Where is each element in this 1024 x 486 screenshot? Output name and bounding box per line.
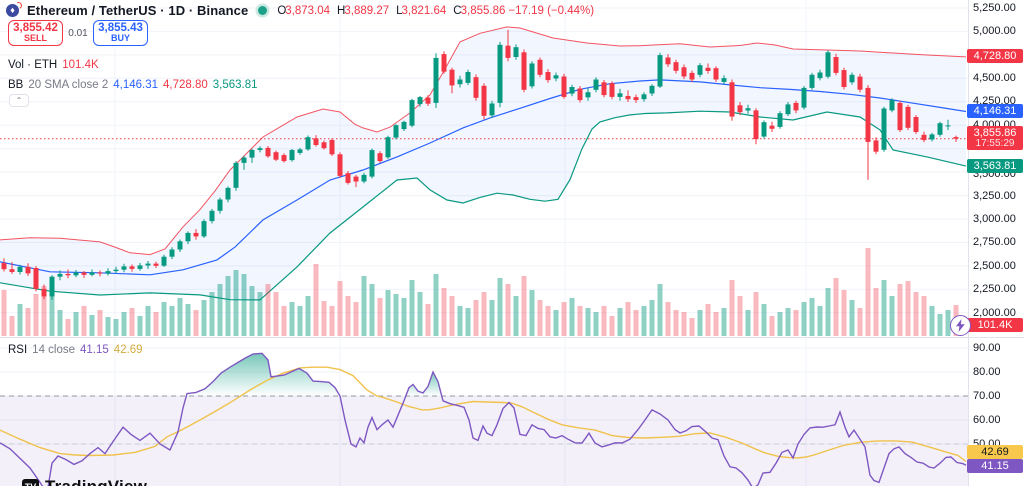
- close-label: C: [453, 4, 462, 17]
- buy-button[interactable]: 3,855.43 BUY: [93, 20, 148, 46]
- sell-button[interactable]: 3,855.42 SELL: [8, 20, 63, 46]
- open-value: 3,873.04: [285, 4, 331, 17]
- tradingview-wordmark: TradingView: [45, 477, 147, 486]
- volume-badge: 101.4K: [967, 317, 1023, 332]
- volume-value: 101.4K: [62, 59, 99, 71]
- bb-lower-value: 3,563.81: [212, 79, 258, 91]
- sell-label: SELL: [23, 33, 47, 44]
- open-label: O: [277, 4, 287, 17]
- axis-label: 5,250.00: [973, 2, 1016, 14]
- market-open-dot: [258, 6, 268, 15]
- volume-label: Vol · ETH: [8, 59, 58, 71]
- rsi-ma-value: 42.69: [113, 344, 143, 356]
- rsi-params: 14 close: [32, 344, 76, 356]
- low-label: L: [396, 4, 403, 17]
- bb-basis-value: 4,146.31: [113, 79, 159, 91]
- volume-legend[interactable]: Vol · ETH 101.4K: [8, 59, 99, 71]
- sell-price: 3,855.42: [13, 22, 58, 35]
- axis-label: 2,750.00: [973, 236, 1016, 248]
- axis-label: 90.00: [973, 342, 1001, 354]
- collapse-legend-button[interactable]: ⌃: [9, 94, 29, 107]
- axis-label: 80.00: [973, 366, 1001, 378]
- axis-label: 4,500.00: [973, 72, 1016, 84]
- axis-label: 60.00: [973, 414, 1001, 426]
- axis-label: 2,500.00: [973, 260, 1016, 272]
- lightning-bolt-icon: [956, 319, 965, 332]
- axis-label: 3,000.00: [973, 213, 1016, 225]
- axis-label: 3,250.00: [973, 190, 1016, 202]
- spread-value: 0.01: [68, 27, 88, 39]
- buy-price: 3,855.43: [98, 22, 143, 35]
- symbol-title[interactable]: Ethereum / TetherUS · 1D · Binance: [27, 3, 249, 18]
- rsi-ma-badge: 42.69: [967, 444, 1023, 459]
- bb-basis-badge: 4,146.31: [967, 103, 1023, 118]
- rsi-label: RSI: [8, 344, 28, 356]
- rsi-value: 41.15: [80, 344, 109, 356]
- ohlc-row: O 3,873.04 H 3,889.27 L 3,821.64 C 3,855.86 …: [277, 5, 594, 17]
- high-value: 3,889.27: [344, 4, 390, 17]
- bb-params: 20 SMA close 2: [28, 79, 109, 91]
- axis-label: 5,000.00: [973, 25, 1016, 37]
- ethereum-icon: ♦: [6, 0, 23, 18]
- axis-label: 70.00: [973, 390, 1001, 402]
- axis-label: 2,250.00: [973, 283, 1016, 295]
- chart-header: ♦ Ethereum / TetherUS · 1D · Binance O 3,…: [6, 0, 594, 19]
- last-price-badge: 3,855.86 17:55:29: [967, 125, 1023, 150]
- tradingview-logo-icon: TV: [22, 478, 39, 486]
- refresh-arc-icon: [14, 0, 23, 10]
- tradingview-watermark[interactable]: TV TradingView: [22, 477, 147, 486]
- change-value: −17.19 (−0.44%): [508, 4, 595, 17]
- high-label: H: [337, 4, 346, 17]
- axis-label: 2,000.00: [973, 307, 1016, 319]
- bb-label: BB: [8, 79, 24, 91]
- bb-lower-badge: 3,563.81: [967, 158, 1023, 173]
- low-value: 3,821.64: [401, 4, 447, 17]
- buy-label: BUY: [110, 33, 130, 44]
- rsi-legend[interactable]: RSI 14 close 41.15 42.69: [8, 344, 143, 356]
- close-value: 3,855.86: [460, 4, 506, 17]
- buy-sell-widget: 3,855.42 SELL 0.01 3,855.43 BUY: [8, 20, 148, 46]
- bb-legend[interactable]: BB 20 SMA close 2 4,146.31 4,728.80 3,56…: [8, 79, 258, 91]
- bb-upper-badge: 4,728.80: [967, 48, 1023, 63]
- rsi-value-badge: 41.15: [967, 458, 1023, 473]
- bb-upper-value: 4,728.80: [163, 79, 208, 91]
- quick-trade-button[interactable]: [950, 315, 971, 336]
